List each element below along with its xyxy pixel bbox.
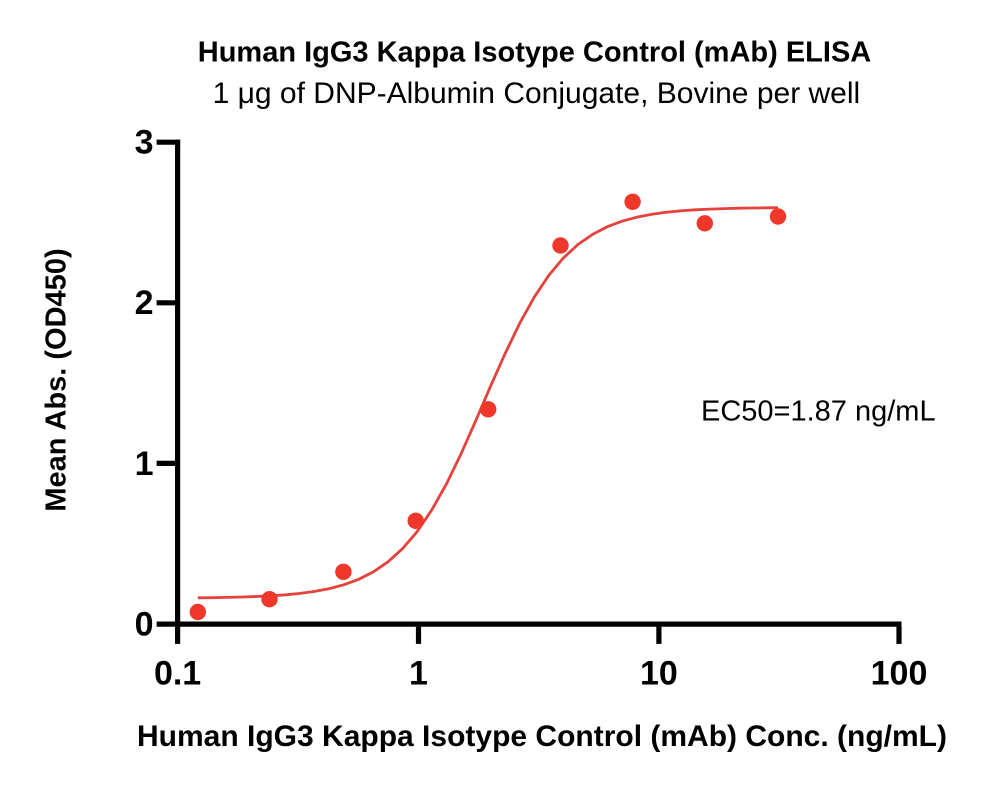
svg-text:EC50=1.87 ng/mL: EC50=1.87 ng/mL — [701, 396, 936, 428]
svg-text:1: 1 — [135, 445, 154, 483]
svg-text:0: 0 — [135, 606, 154, 644]
svg-text:10: 10 — [640, 655, 678, 693]
svg-text:1 μg of DNP-Albumin Conjugate,: 1 μg of DNP-Albumin Conjugate, Bovine pe… — [213, 77, 861, 110]
svg-text:Human IgG3 Kappa Isotype Contr: Human IgG3 Kappa Isotype Control (mAb) E… — [198, 37, 872, 69]
svg-text:100: 100 — [871, 655, 928, 693]
svg-text:0.1: 0.1 — [154, 655, 201, 693]
svg-text:1: 1 — [409, 655, 428, 693]
svg-text:3: 3 — [135, 124, 154, 162]
svg-text:Human IgG3 Kappa Isotype Contr: Human IgG3 Kappa Isotype Control (mAb) C… — [137, 720, 947, 753]
svg-text:Mean Abs. (OD450): Mean Abs. (OD450) — [41, 248, 73, 511]
svg-text:2: 2 — [135, 284, 154, 322]
